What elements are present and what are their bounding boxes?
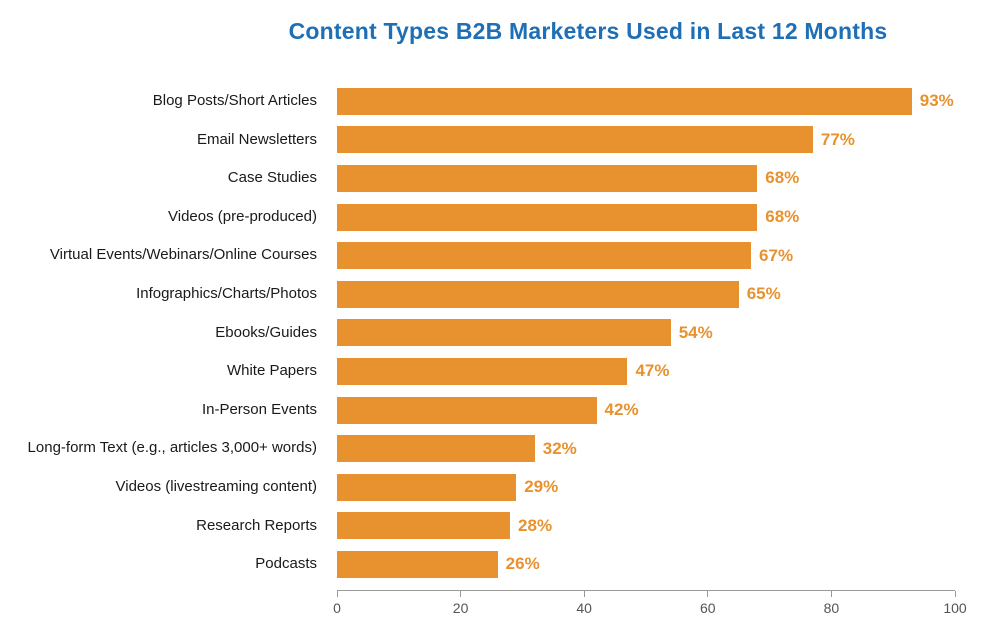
bar-row: Long-form Text (e.g., articles 3,000+ wo…	[0, 429, 1000, 468]
x-axis: 0 20 40 60 80 100	[333, 590, 967, 616]
category-label: Long-form Text (e.g., articles 3,000+ wo…	[27, 439, 317, 457]
axis-tick-label: 20	[452, 600, 469, 616]
category-label: Podcasts	[255, 555, 317, 573]
value-label: 28%	[518, 515, 553, 535]
bar	[337, 242, 752, 270]
bar-row: Virtual Events/Webinars/Online Courses 67…	[0, 236, 1000, 275]
bar-row: Videos (livestreaming content) 29%	[0, 468, 1000, 507]
bar-plot-area: 67%	[337, 242, 955, 270]
bar-plot-area: 29%	[337, 473, 955, 501]
bar-plot-area: 47%	[337, 357, 955, 385]
bar-row: White Papers 47%	[0, 352, 1000, 391]
value-label: 93%	[919, 91, 954, 111]
bar	[337, 357, 628, 385]
axis-tick-mark	[954, 591, 956, 597]
bar	[337, 435, 535, 463]
value-label: 29%	[524, 477, 559, 497]
category-label: Virtual Events/Webinars/Online Courses	[49, 246, 317, 264]
bar-row: Podcasts 26%	[0, 545, 1000, 584]
axis-tick-label: 100	[943, 600, 967, 616]
value-label: 67%	[759, 245, 794, 265]
bar-row: In-Person Events 42%	[0, 391, 1000, 430]
axis-tick-mark	[830, 591, 832, 597]
bar-row: Infographics/Charts/Photos 65%	[0, 275, 1000, 314]
bar	[337, 550, 498, 578]
bar	[337, 512, 511, 540]
bar-row: Videos (pre-produced) 68%	[0, 198, 1000, 237]
bar	[337, 280, 739, 308]
value-label: 42%	[604, 400, 639, 420]
bar-plot-area: 32%	[337, 435, 955, 463]
chart-title: Content Types B2B Marketers Used in Last…	[288, 18, 888, 44]
bar-row: Ebooks/Guides 54%	[0, 314, 1000, 353]
category-label: Ebooks/Guides	[215, 323, 317, 341]
bar-row: Research Reports 28%	[0, 507, 1000, 546]
category-label: Research Reports	[196, 516, 317, 534]
bar	[337, 473, 517, 501]
category-label: Videos (pre-produced)	[168, 207, 317, 225]
category-label: Infographics/Charts/Photos	[136, 285, 317, 303]
bar	[337, 164, 758, 192]
category-label: Videos (livestreaming content)	[115, 477, 318, 495]
value-label: 47%	[635, 361, 670, 381]
category-label: Email Newsletters	[196, 130, 317, 148]
bar-plot-area: 26%	[337, 550, 955, 578]
value-label: 26%	[505, 554, 540, 574]
value-label: 54%	[678, 322, 713, 342]
value-label: 65%	[746, 284, 781, 304]
bar-row: Email Newsletters 77%	[0, 121, 1000, 160]
value-label: 77%	[820, 129, 855, 149]
axis-tick-label: 80	[823, 600, 840, 616]
axis-tick-mark	[336, 591, 338, 597]
bar-plot-area: 68%	[337, 203, 955, 231]
axis-tick-mark	[707, 591, 709, 597]
bar	[337, 87, 912, 115]
axis-tick-label: 0	[333, 600, 341, 616]
bar	[337, 203, 758, 231]
bar	[337, 396, 597, 424]
bar-plot-area: 54%	[337, 319, 955, 347]
bar-row: Blog Posts/Short Articles 93%	[0, 82, 1000, 121]
category-label: White Papers	[226, 362, 317, 380]
bar	[337, 319, 671, 347]
value-label: 32%	[542, 438, 577, 458]
bar	[337, 126, 813, 154]
axis-tick-label: 40	[576, 600, 592, 616]
axis-tick-label: 60	[700, 600, 716, 616]
bar-plot-area: 68%	[337, 164, 955, 192]
category-label: Case Studies	[227, 169, 317, 187]
axis-tick-mark	[460, 591, 462, 597]
bar-plot-area: 42%	[337, 396, 955, 424]
bar-row: Case Studies 68%	[0, 159, 1000, 198]
bar-plot-area: 93%	[337, 87, 955, 115]
bar-plot-area: 65%	[337, 280, 955, 308]
bar-chart: Blog Posts/Short Articles 93% Email Newsle…	[0, 82, 1000, 584]
value-label: 68%	[765, 168, 800, 188]
bar-plot-area: 28%	[337, 512, 955, 540]
axis-tick-mark	[583, 591, 585, 597]
value-label: 68%	[765, 207, 800, 227]
category-label: Blog Posts/Short Articles	[152, 92, 317, 110]
category-label: In-Person Events	[201, 400, 317, 418]
bar-plot-area: 77%	[337, 126, 955, 154]
